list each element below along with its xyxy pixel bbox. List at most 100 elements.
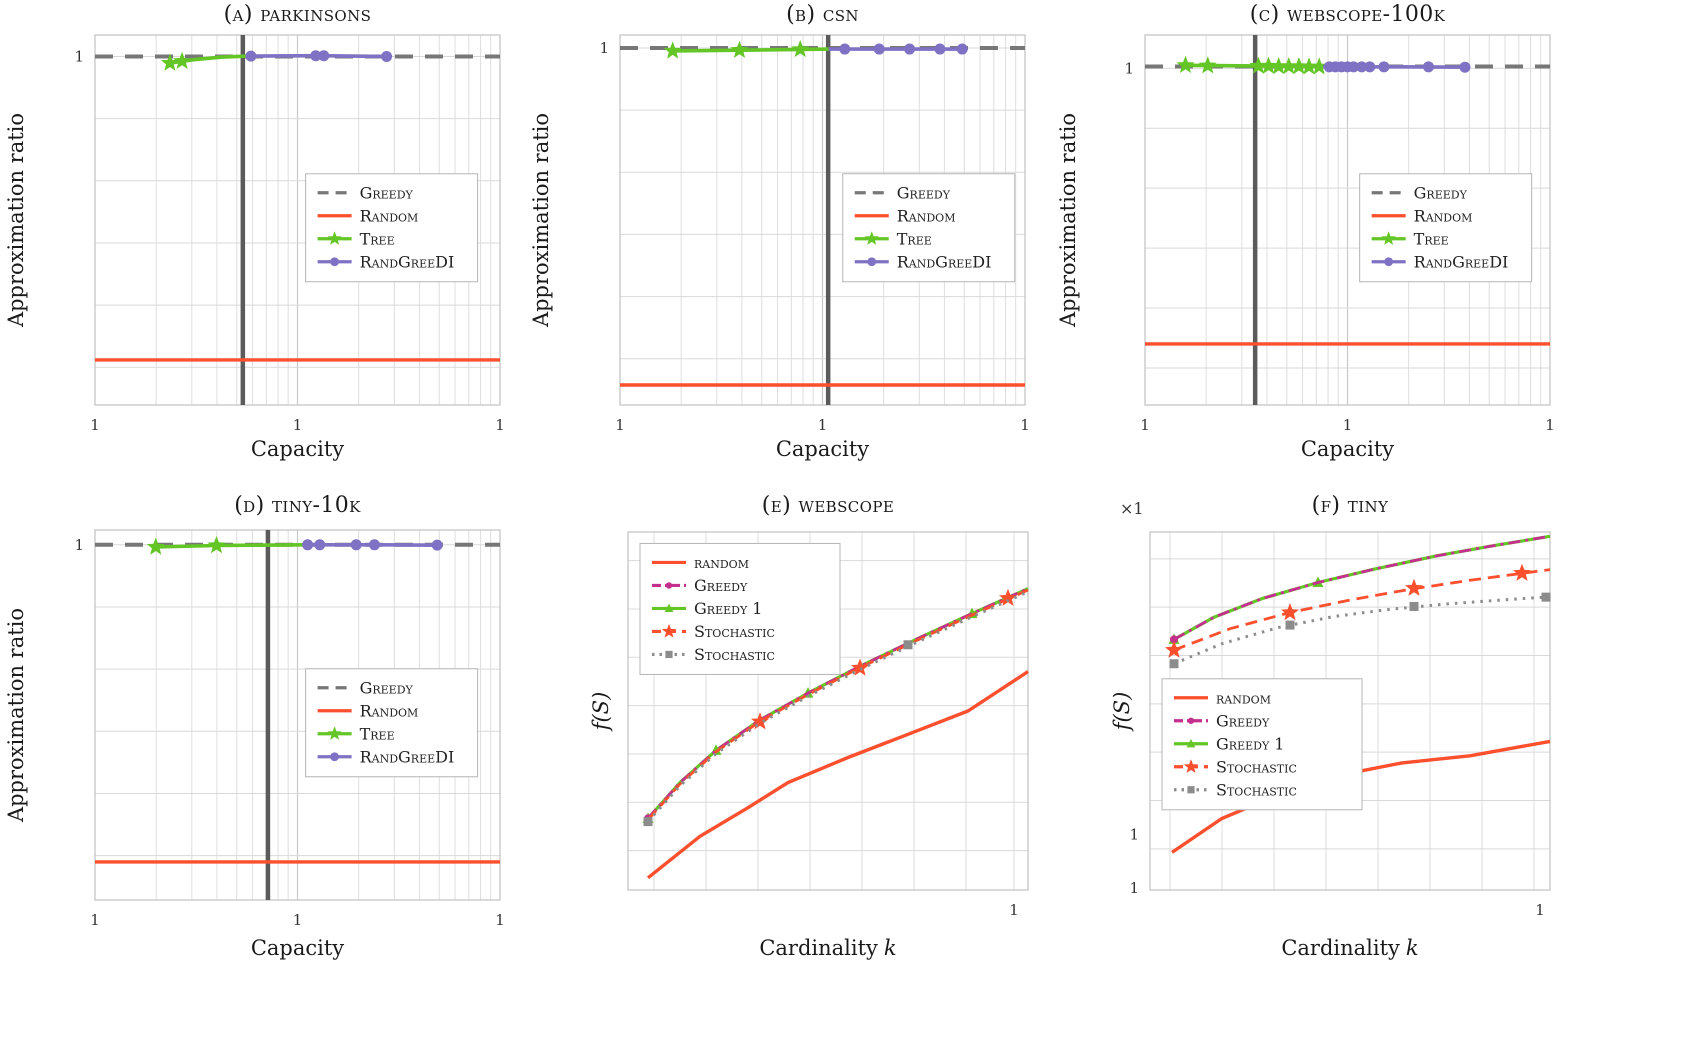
marker-dot [665, 582, 673, 589]
legend-entry: Random [1371, 206, 1473, 225]
x-tick-label: 1 [1020, 416, 1030, 434]
marker-star [730, 40, 749, 58]
y-tick-label: 1 [1129, 879, 1139, 897]
series-greedy-1 [1168, 534, 1551, 644]
marker-triangle [1186, 738, 1196, 748]
legend: Greedy Random Tree RandGreeDI [1359, 173, 1533, 283]
marker-triangle [664, 603, 674, 613]
y-tick-label: 1 [1124, 59, 1134, 77]
x-tick-label: 1 [1535, 901, 1545, 919]
legend-label: RandGreeDI [360, 252, 455, 271]
chart-title-d: (d) tiny-10k [234, 493, 361, 518]
marker-circle [1378, 61, 1390, 73]
marker-star [1381, 231, 1396, 245]
marker-square [1541, 592, 1551, 602]
series-line [155, 543, 306, 549]
y-tick-label: 1 [74, 47, 84, 65]
legend-entry: RandGreeDI [1371, 252, 1509, 271]
marker-circle [431, 539, 443, 551]
legend-label: Stochastic [694, 645, 775, 664]
marker-square [1285, 620, 1295, 630]
plot-area-tiny-10k: 1 1 1 1 Greedy Random Tree RandGreeDI [74, 529, 505, 929]
series-stochastic [1165, 563, 1551, 658]
marker-circle [314, 539, 326, 551]
legend-entry: Greedy 1 [652, 599, 762, 618]
x-tick-label: 1 [818, 416, 828, 434]
marker-star [791, 39, 810, 58]
marker-star [864, 231, 879, 245]
x-tick-label: 1 [293, 416, 303, 434]
legend-entry: RandGreeDI [317, 252, 455, 271]
legend-entry: Greedy [317, 678, 414, 697]
plot-area-csn: 1 1 1 1 Greedy Random Tree RandGreeDI [599, 34, 1030, 434]
legend-entry: Tree [317, 229, 395, 248]
legend-entry: RandGreeDI [854, 252, 991, 271]
series-line [1173, 534, 1551, 641]
marker-square [665, 650, 673, 659]
legend-entry: RandGreeDI [317, 747, 455, 766]
legend: Greedy Random Tree RandGreeDI [842, 173, 1016, 283]
legend-label: random [1216, 688, 1271, 707]
marker-square [1409, 601, 1419, 611]
y-tick-label: 1 [1129, 826, 1139, 844]
chart-title-a: (a) parkinsons [223, 2, 372, 27]
x-tick-label: 1 [293, 911, 303, 929]
legend-label: RandGreeDI [360, 747, 455, 766]
x-tick-label: 1 [1009, 901, 1019, 919]
marker-circle [873, 43, 885, 55]
x-tick-label: 1 [1545, 416, 1555, 434]
marker-star [146, 537, 165, 555]
marker-square [1187, 786, 1195, 794]
marker-star [160, 53, 179, 71]
plot-frame [619, 34, 1026, 406]
marker-star [327, 231, 342, 245]
marker-star [1279, 57, 1298, 75]
marker-star [661, 623, 677, 638]
marker-circle [330, 257, 339, 267]
legend-label: Greedy 1 [1216, 734, 1284, 753]
marker-star [1513, 563, 1531, 581]
x-axis-label-c: Capacity [1145, 437, 1550, 461]
marker-circle [381, 50, 393, 62]
marker-star [663, 41, 682, 59]
x-tick-label: 1 [495, 416, 505, 434]
y-tick-label: 1 [599, 39, 609, 57]
marker-star [1281, 603, 1299, 621]
x-axis-label-text: Capacity [250, 437, 345, 461]
legend-entry: Tree [1371, 229, 1449, 248]
legend-entry: Greedy [1174, 711, 1270, 730]
legend: Greedy Random Tree RandGreeDI [305, 668, 479, 778]
legend-label: Random [1414, 206, 1473, 225]
legend-label: RandGreeDI [1414, 252, 1509, 271]
series-randgreedi [245, 50, 393, 62]
legend-box [305, 173, 479, 283]
marker-star [327, 726, 342, 740]
marker-star [1183, 759, 1199, 773]
legend-entry: Stochastic [652, 622, 775, 641]
x-tick-label: 1 [90, 416, 100, 434]
axis-offset-label: ×1 [1120, 499, 1144, 518]
marker-square [1169, 659, 1179, 669]
marker-circle [350, 539, 362, 551]
x-tick-label: 1 [495, 911, 505, 929]
marker-star [1289, 57, 1308, 75]
series-line [646, 588, 1029, 821]
series-line [670, 47, 829, 53]
x-tick-label: 1 [1140, 416, 1150, 434]
chart-title-f: (f) tiny [1311, 493, 1389, 518]
legend-entry: Random [317, 206, 418, 225]
series-line [646, 590, 1029, 823]
series-greedy [1170, 534, 1551, 644]
marker-circle [956, 43, 968, 55]
plot-area-webscope-100k: 1 1 1 1 Greedy Random Tree RandGreeDI [1124, 34, 1555, 434]
marker-star [1405, 578, 1423, 596]
legend-label: Stochastic [694, 622, 775, 641]
x-axis-label-f: Cardinality k [1150, 936, 1550, 960]
legend-entry: Random [317, 701, 418, 720]
marker-circle [1384, 257, 1394, 267]
marker-square [643, 817, 653, 827]
legend-entry: Tree [854, 229, 932, 248]
legend-entry: Stochastic [1174, 780, 1297, 799]
legend-label: Greedy [360, 678, 414, 697]
